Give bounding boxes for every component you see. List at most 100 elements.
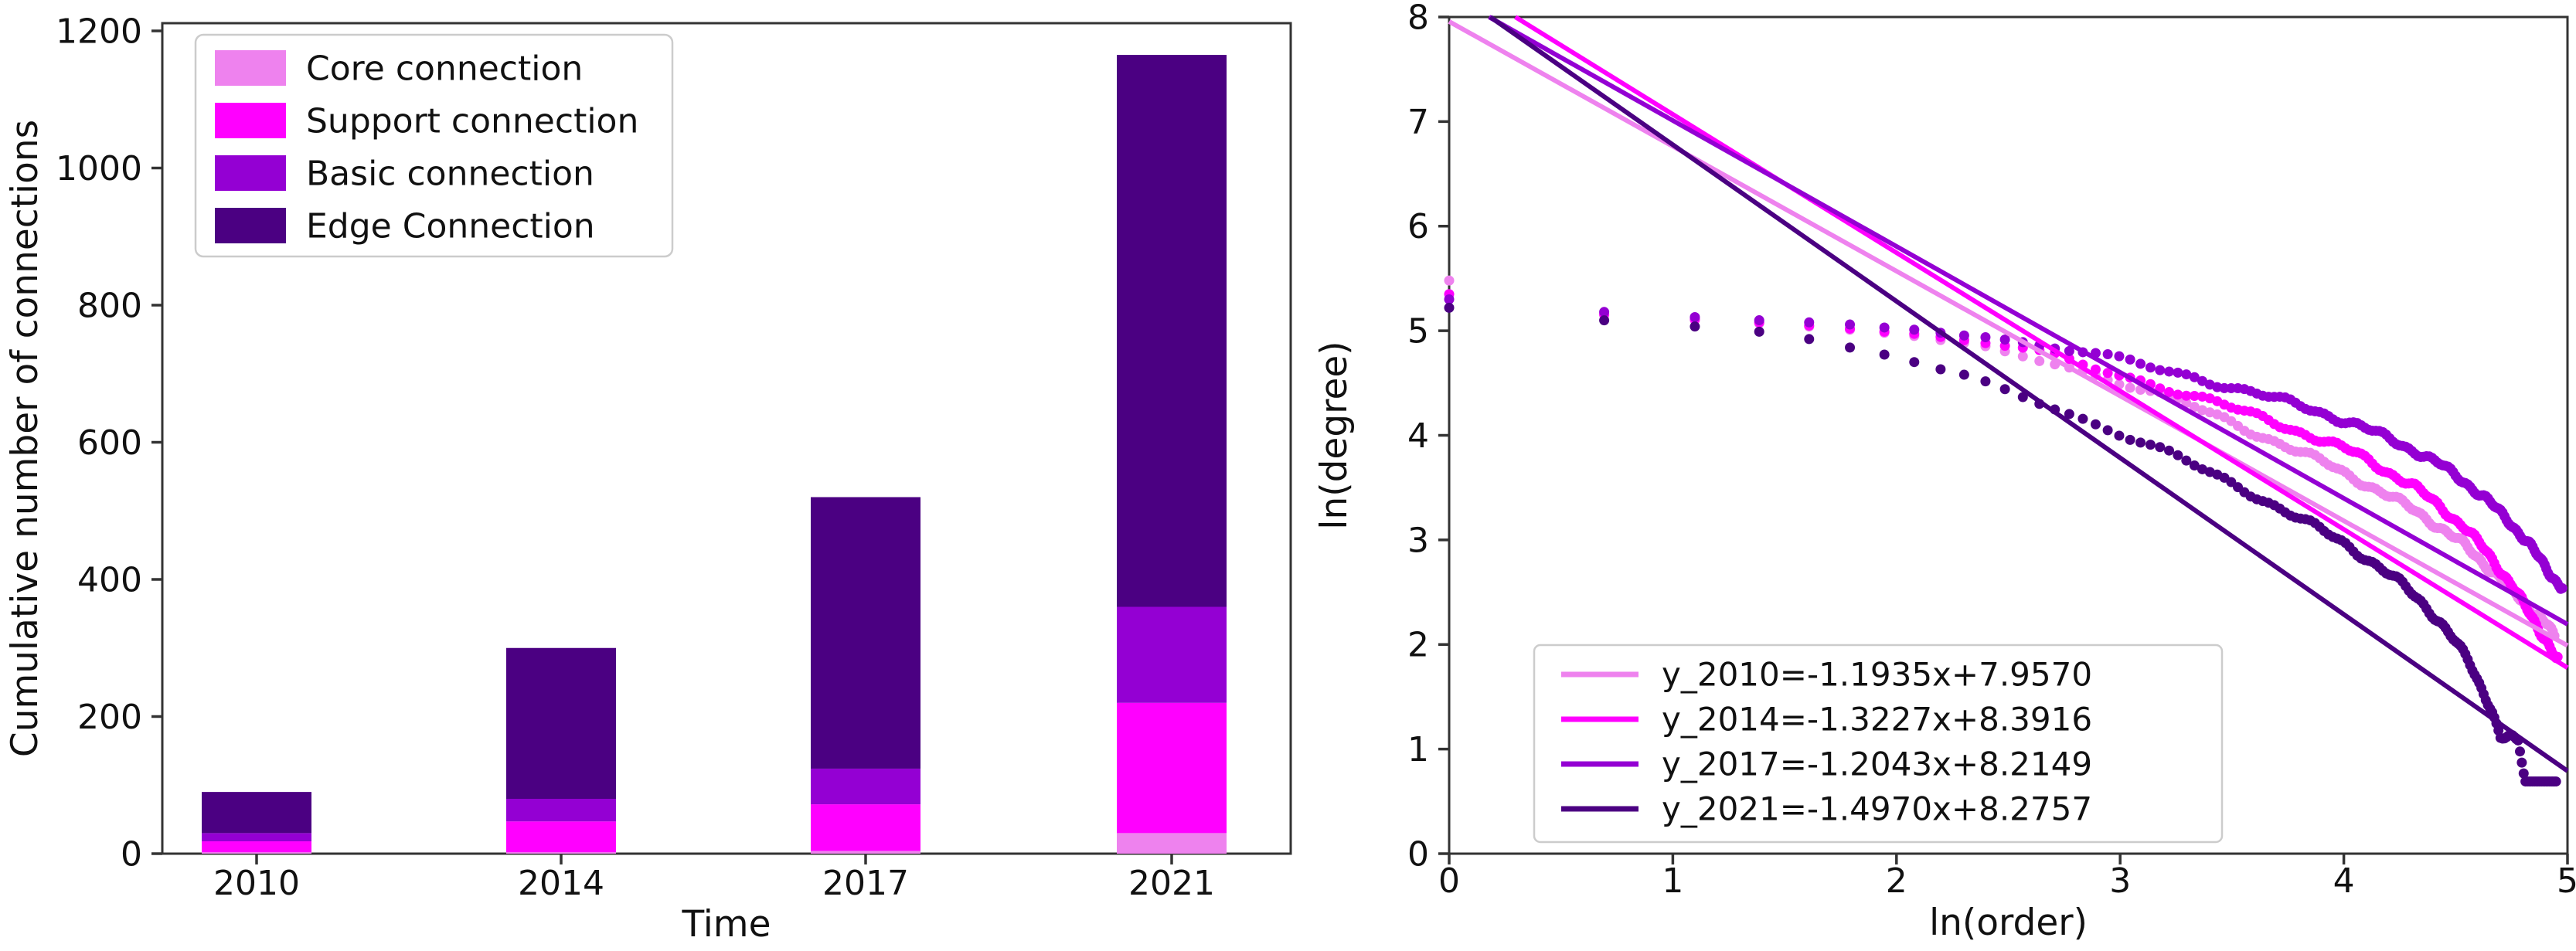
bar-segment-2017-edge-connection — [811, 497, 920, 769]
scatter-point — [2135, 358, 2146, 369]
scatter-point — [2102, 348, 2113, 359]
x-tick-label: 0 — [1438, 861, 1460, 901]
y-tick-label: 200 — [77, 698, 142, 737]
bar-segment-2010-support-connection — [202, 841, 311, 853]
scatter-point — [1958, 369, 1969, 380]
y-tick-label: 2 — [1407, 626, 1429, 665]
scatter-point — [2173, 389, 2183, 400]
scatter-point — [1980, 376, 1991, 387]
scatter-point — [2155, 442, 2166, 453]
bar-segment-2021-support-connection — [1117, 702, 1227, 834]
scatter-point — [2518, 768, 2529, 779]
legend-label: Support connection — [306, 101, 638, 141]
scatter-point — [2017, 392, 2028, 402]
x-tick-label: 2014 — [518, 864, 604, 903]
bar-segment-2014-core-connection — [506, 852, 616, 854]
legend-box — [1533, 644, 2224, 844]
scatter-point — [2515, 746, 2525, 757]
scatter-series-2014 — [1444, 289, 2563, 664]
y-tick-label: 1000 — [56, 149, 142, 189]
scatter-point — [1999, 335, 2010, 345]
scatter-point — [2164, 445, 2175, 456]
legend-swatch-1 — [215, 50, 286, 86]
y-tick-label: 600 — [77, 423, 142, 463]
scatter-point — [2164, 387, 2175, 398]
bar-segment-2017-core-connection — [811, 851, 920, 854]
bar-segment-2021-core-connection — [1117, 833, 1227, 854]
legend-label: y_2010=-1.1935x+7.9570 — [1662, 656, 2092, 694]
scatter-point — [1845, 342, 1856, 353]
y-axis-label: ln(degree) — [1314, 341, 1356, 529]
scatter-point — [1999, 384, 2010, 395]
scatter-point — [1444, 302, 1455, 313]
x-tick-label: 3 — [2109, 861, 2131, 901]
bar-segment-2021-edge-connection — [1117, 55, 1227, 607]
scatter-point — [2034, 355, 2045, 366]
scatter-point — [2155, 365, 2166, 375]
legend-swatch-2 — [215, 103, 286, 138]
x-tick-label: 4 — [2333, 861, 2355, 901]
scatter-point — [2197, 391, 2207, 402]
scatter-point — [1845, 319, 1856, 330]
fit-line-y_2021 — [1489, 15, 2569, 773]
scatter-point — [1754, 315, 1764, 326]
scatter-point — [1879, 322, 1890, 333]
bar-segment-2010-core-connection — [202, 852, 311, 854]
bar-segment-2021-basic-connection — [1117, 606, 1227, 703]
bar-segment-2014-edge-connection — [506, 647, 616, 799]
scatter-point — [2189, 402, 2200, 413]
y-tick-label: 4 — [1407, 416, 1429, 456]
scatter-point — [2064, 409, 2074, 419]
y-tick-label: 1200 — [56, 12, 142, 51]
scatter-point — [2064, 345, 2074, 356]
scatter-point — [1804, 334, 1815, 345]
scatter-point — [2145, 362, 2156, 373]
scatter-point — [2125, 354, 2135, 365]
legend-label: y_2021=-1.4970x+8.2757 — [1662, 790, 2092, 828]
x-axis-label: Time — [681, 903, 771, 946]
y-tick-label: 400 — [77, 560, 142, 599]
legend-swatch-4 — [215, 208, 286, 243]
x-tick-label: 2017 — [822, 864, 909, 903]
legend-label: Basic connection — [306, 154, 594, 193]
scatter-point — [2189, 460, 2200, 471]
scatter-point — [1879, 349, 1890, 360]
scatter-point — [2516, 757, 2527, 768]
scatter-point — [2145, 440, 2156, 450]
scatter-point — [1909, 324, 1920, 335]
y-tick-label: 3 — [1407, 521, 1429, 560]
scatter-point — [2197, 375, 2207, 386]
y-tick-label: 1 — [1407, 730, 1429, 769]
scatter-point — [2557, 582, 2567, 593]
scatter-point — [2114, 351, 2125, 362]
scatter-point — [1980, 332, 1991, 343]
y-tick-label: 8 — [1407, 0, 1429, 37]
scatter-fit-chart: 0 1 2 3 4 5 6 7 8 0 1 2 3 4 5 ln(order) ln(degree) y_2010… — [1314, 0, 2576, 944]
scatter-point — [2189, 372, 2200, 382]
scatter-point — [2135, 437, 2146, 448]
bar-segment-2017-support-connection — [811, 804, 920, 851]
scatter-point — [1754, 326, 1764, 337]
scatter-point — [2173, 367, 2183, 378]
scatter-point — [2114, 430, 2125, 441]
x-tick-label: 2021 — [1128, 864, 1215, 903]
y-axis-label: Cumulative number of connections — [4, 120, 46, 757]
legend-label: Core connection — [306, 49, 583, 88]
y-tick-label: 5 — [1407, 312, 1429, 352]
bar-segment-2014-basic-connection — [506, 799, 616, 822]
y-tick-label: 7 — [1407, 103, 1429, 142]
y-tick-label: 6 — [1407, 207, 1429, 246]
legend-label: y_2017=-1.2043x+8.2149 — [1662, 746, 2092, 783]
legend-box — [194, 33, 674, 258]
scatter-series-2017 — [1444, 294, 2567, 594]
scatter-point — [2197, 405, 2207, 416]
legend-swatch-3 — [215, 155, 286, 191]
x-tick-label: 2 — [1886, 861, 1907, 901]
y-tick-label: 0 — [1407, 834, 1429, 874]
scatter-point — [2090, 419, 2101, 430]
scatter-point — [1690, 321, 1700, 332]
bar-segment-2010-basic-connection — [202, 833, 311, 842]
scatter-point — [1599, 307, 1610, 318]
scatter-point — [1444, 275, 1455, 286]
